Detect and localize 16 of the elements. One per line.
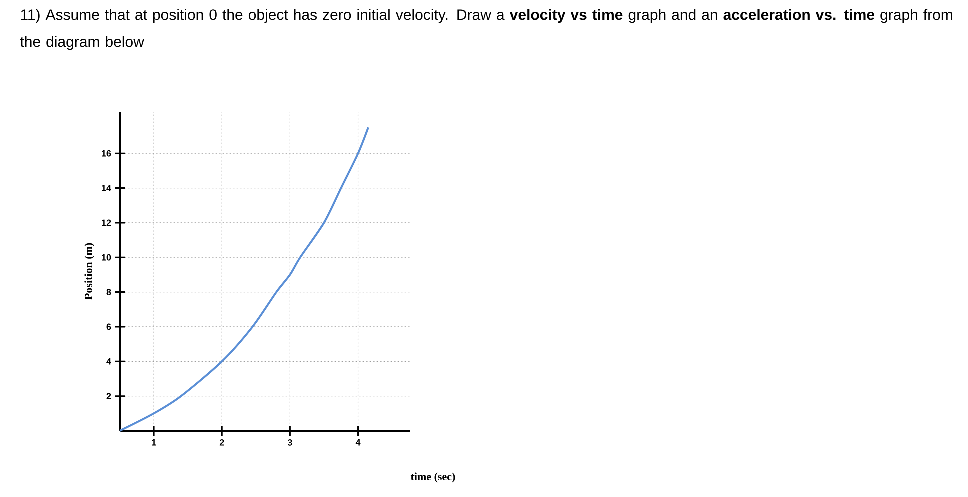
y-tick-label: 10 (102, 254, 112, 261)
x-axis-title: time (sec) (410, 472, 456, 483)
chart-title: 11) Assume that at position 0 the object has zero initial velocity. Draw a velocity vs time graph and an acceleration vs. time graph from the diagram below (20, 9, 952, 50)
y-tick-label: 12 (102, 220, 112, 226)
x-tick-label: 4 (356, 440, 361, 446)
y-tick-label: 8 (106, 289, 112, 296)
x-tick-label: 2 (220, 440, 224, 446)
y-tick-label: 4 (106, 358, 112, 365)
y-tick-label: 16 (102, 150, 112, 157)
y-tick-label: 6 (106, 324, 112, 330)
y-axis-title: Position (m) (84, 243, 95, 300)
x-tick-label: 1 (152, 440, 156, 446)
y-tick-label: 2 (106, 393, 112, 400)
x-tick-label: 3 (288, 440, 292, 446)
y-tick-label: 14 (102, 185, 112, 192)
line-series (119, 126, 370, 432)
